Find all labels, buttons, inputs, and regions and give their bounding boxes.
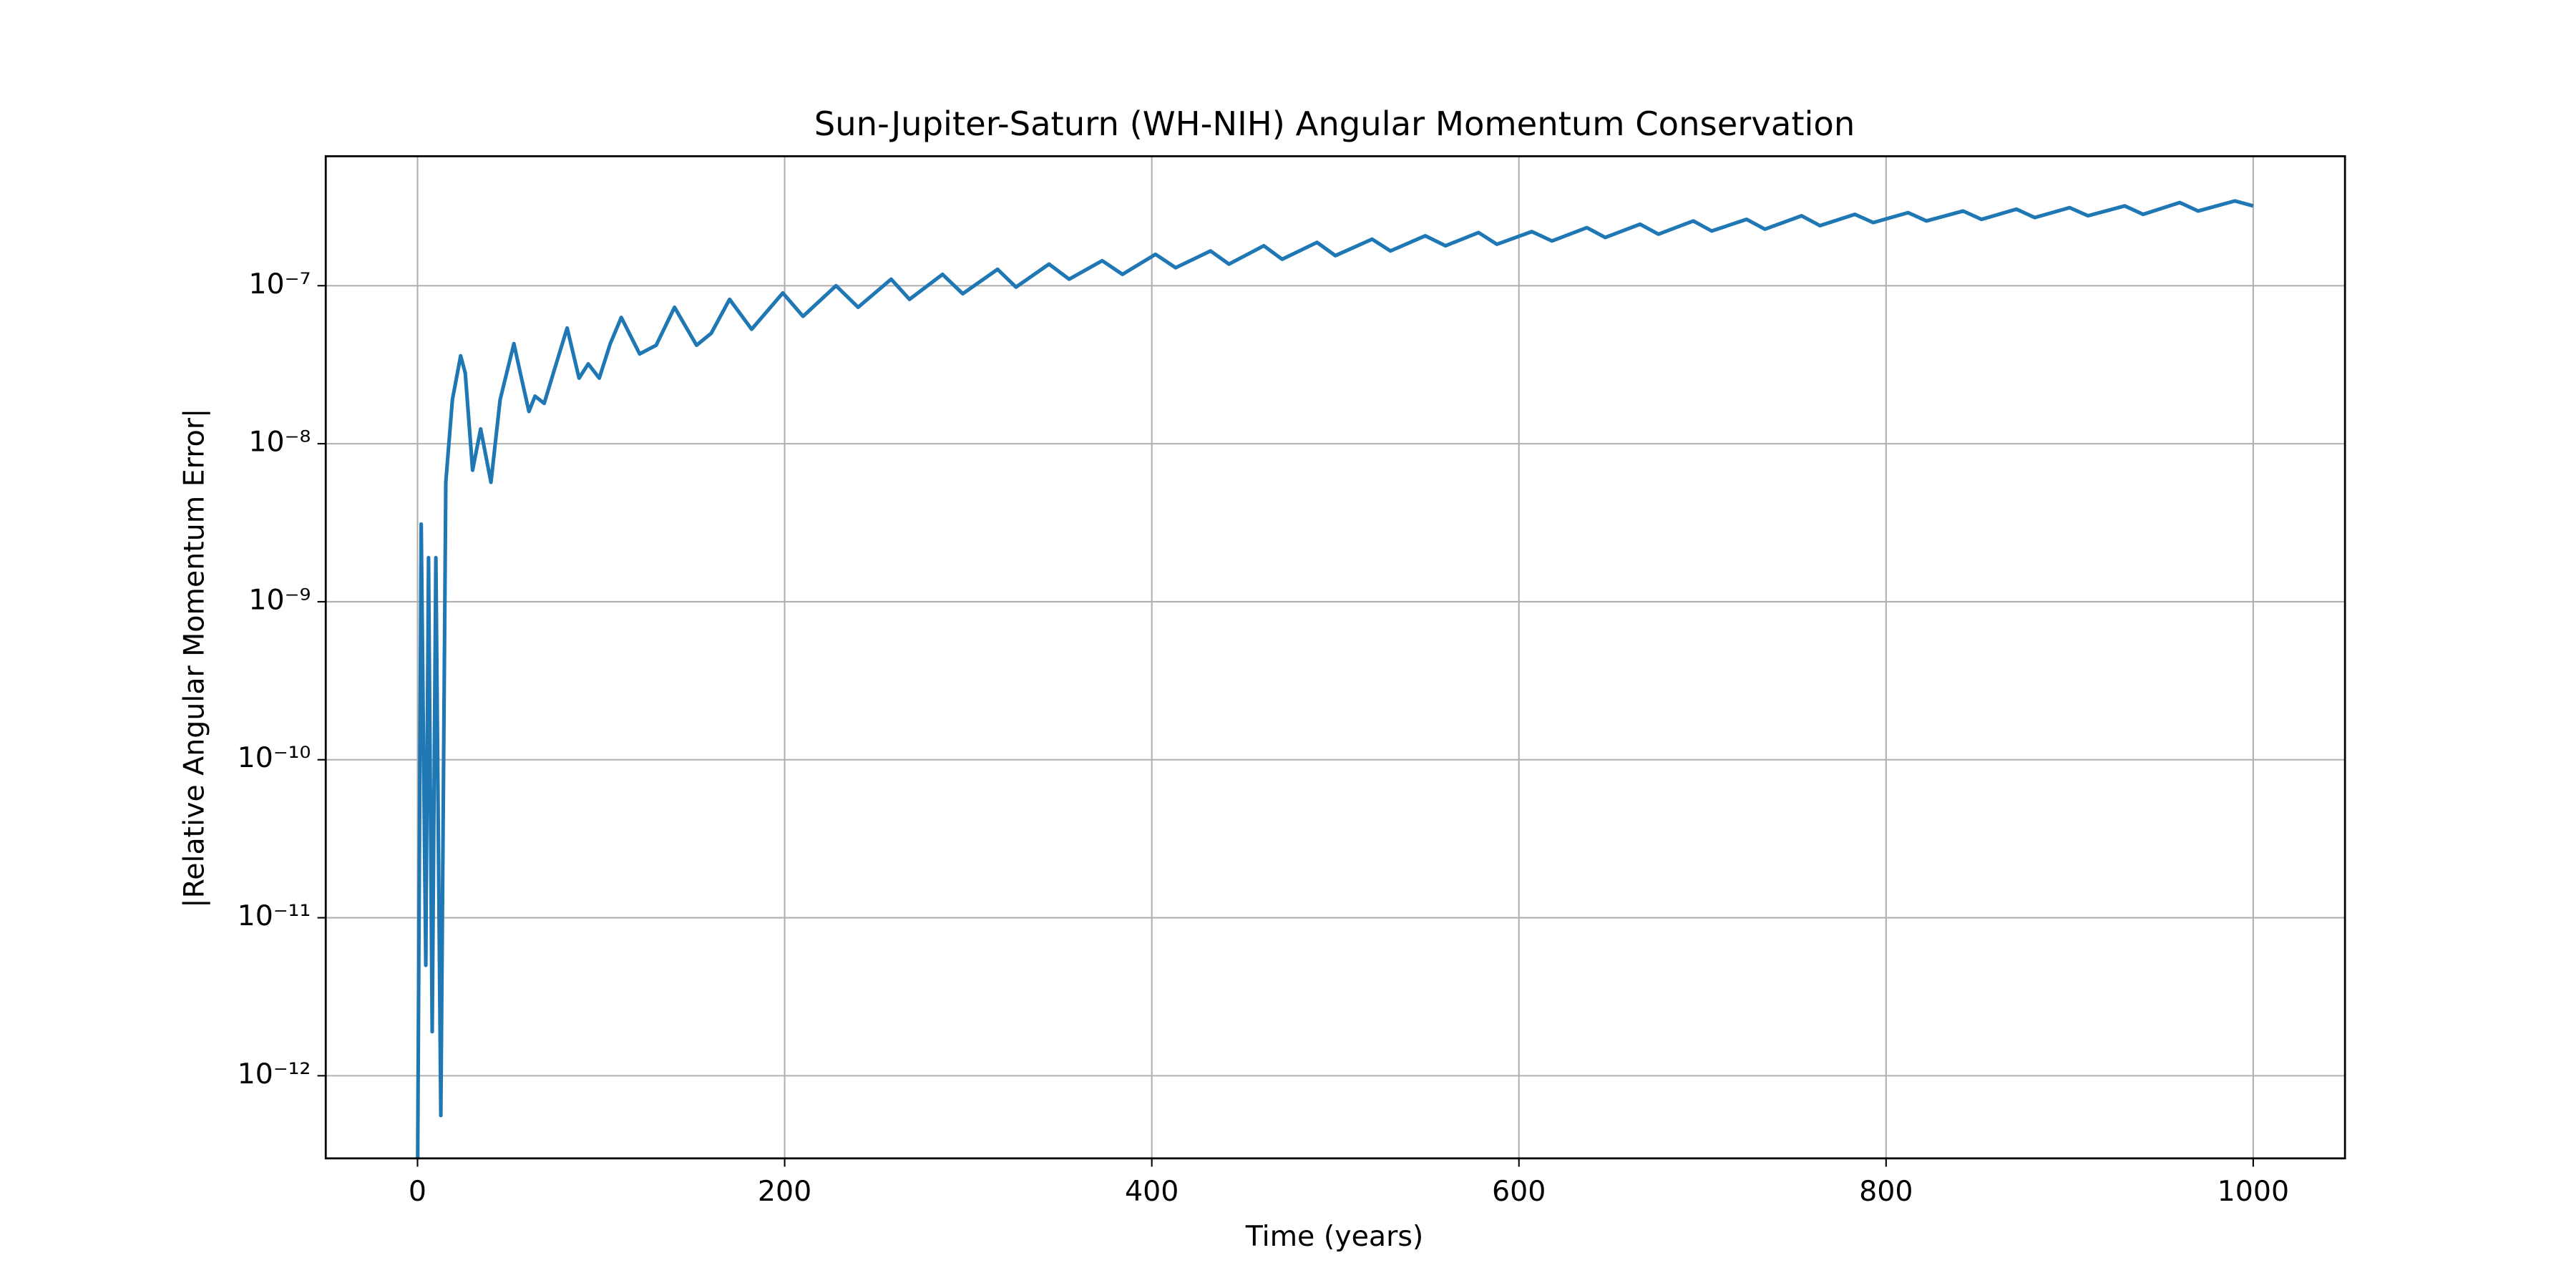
plot-frame [324, 155, 2346, 1160]
data-line [416, 199, 2254, 1158]
x-tick-label: 200 [758, 1175, 811, 1208]
y-tick-label: 10⁻⁹ [248, 583, 311, 616]
y-tick-label: 10⁻⁸ [248, 426, 311, 459]
chart-title: Sun-Jupiter-Saturn (WH-NIH) Angular Mome… [814, 104, 1855, 143]
x-tick-label: 1000 [2218, 1175, 2289, 1208]
y-tick-label: 10⁻¹² [238, 1058, 311, 1091]
y-tick-label: 10⁻¹⁰ [238, 741, 311, 774]
y-axis-label: |Relative Angular Momentum Error| [178, 409, 211, 908]
x-axis-label: Time (years) [1245, 1220, 1424, 1253]
plot-area [416, 199, 2254, 1158]
y-tick-label: 10⁻¹¹ [238, 899, 311, 932]
x-tick-label: 0 [409, 1175, 426, 1208]
x-tick-label: 400 [1125, 1175, 1179, 1208]
y-tick-label: 10⁻⁷ [248, 268, 311, 301]
x-tick-label: 600 [1492, 1175, 1546, 1208]
x-tick-label: 800 [1859, 1175, 1913, 1208]
